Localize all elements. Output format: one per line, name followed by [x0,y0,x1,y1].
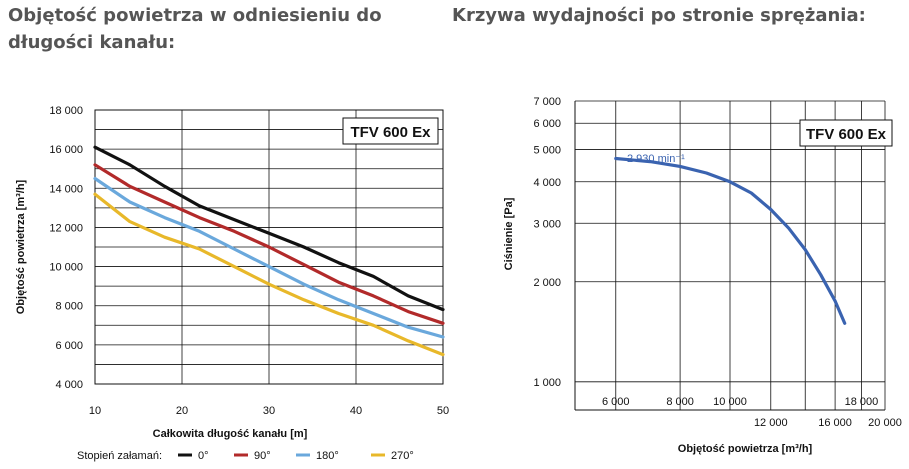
right-x-tick-label-lower: 16 000 [818,417,852,429]
right-y-axis-label: Ciśnienie [Pa] [503,197,515,270]
left-y-tick-label: 12 000 [49,222,83,234]
legend-label-1: 90° [254,450,271,462]
left-series-line-3 [93,192,445,357]
legend-label-2: 180° [316,450,339,462]
left-y-tick-label: 10 000 [49,262,83,274]
right-x-tick-label-lower: 20 000 [868,417,902,429]
right-model-box [799,119,893,147]
right-y-tick-label: 7 000 [533,96,561,108]
left-y-tick-label: 14 000 [49,183,83,195]
left-y-tick-label: 16 000 [49,144,83,156]
duct-length-chart: 4 000 6 000 8 000 10 000 12 000 14 000 16 000 1… [15,105,449,462]
right-model-label: TFV 600 Ex [806,126,887,143]
right-x-tick-label: 8 000 [666,396,694,408]
left-x-axis-label: Całkowita długość kanału [m] [153,428,308,440]
right-y-tick-label: 4 000 [533,177,561,189]
left-legend: Stopień załamań: 0° 90° 180° 270° [77,450,414,462]
right-y-tick-label: 3 000 [533,218,561,230]
left-x-tick-label: 30 [263,405,275,417]
legend-label-0: 0° [198,450,209,462]
left-y-axis-label: Objętość powietrza [m³/h] [15,179,27,314]
left-model-box [342,117,439,145]
right-x-axis-label: Objętość powietrza [m³/h] [678,443,813,455]
right-y-tick-label: 5 000 [533,145,561,157]
right-x-tick-label-lower: 12 000 [754,417,788,429]
right-x-tick-label: 18 000 [845,396,879,408]
left-chart-heading: Objętość powietrza w odniesieniu do dług… [8,5,382,53]
left-x-tick-label: 10 [89,405,101,417]
left-x-tick-label: 40 [350,405,362,417]
left-y-tick-label: 8 000 [55,301,83,313]
left-y-tick-label: 18 000 [49,105,83,117]
rpm-curve-label: 2 930 min⁻¹ [627,153,685,165]
right-x-tick-label: 6 000 [602,396,630,408]
left-y-tick-label: 6 000 [55,340,83,352]
left-series-line-1 [93,163,445,325]
performance-curve-chart: 1 000 2 000 3 000 4 000 5 000 6 000 7 000 6 00… [503,96,902,455]
right-x-tick-label: 10 000 [713,396,747,408]
performance-curve-line [614,156,847,325]
left-series-line-0 [93,145,445,312]
right-chart-heading: Krzywa wydajności po stronie sprężania: [452,5,866,26]
left-x-tick-label: 50 [437,405,449,417]
right-y-tick-label: 2 000 [533,277,561,289]
left-series-line-2 [93,176,445,339]
right-y-tick-label: 1 000 [533,377,561,389]
legend-title: Stopień załamań: [77,450,162,462]
right-y-tick-label: 6 000 [533,118,561,130]
left-y-tick-label: 4 000 [55,379,83,391]
legend-label-3: 270° [391,450,414,462]
left-model-label: TFV 600 Ex [350,124,431,141]
left-x-tick-label: 20 [176,405,188,417]
